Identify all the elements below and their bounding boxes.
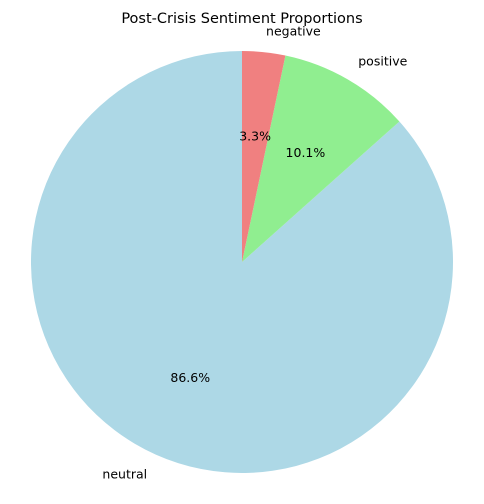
pie-slice-neutral <box>31 51 453 473</box>
pie-labels: neutral 86.6% positive 10.1% negative 3.3% <box>102 24 407 482</box>
pct-label-positive: 10.1% <box>286 145 326 160</box>
chart-title: Post-Crisis Sentiment Proportions <box>121 11 362 27</box>
pie-slice-positive <box>242 55 400 263</box>
slice-label-negative: negative <box>266 24 321 39</box>
slice-label-positive: positive <box>358 54 407 69</box>
pct-label-neutral: 86.6% <box>170 370 210 385</box>
pie-slices <box>31 51 453 473</box>
slice-label-neutral: neutral <box>102 466 147 481</box>
pie-slice-negative <box>242 51 286 262</box>
pct-label-negative: 3.3% <box>239 129 271 144</box>
